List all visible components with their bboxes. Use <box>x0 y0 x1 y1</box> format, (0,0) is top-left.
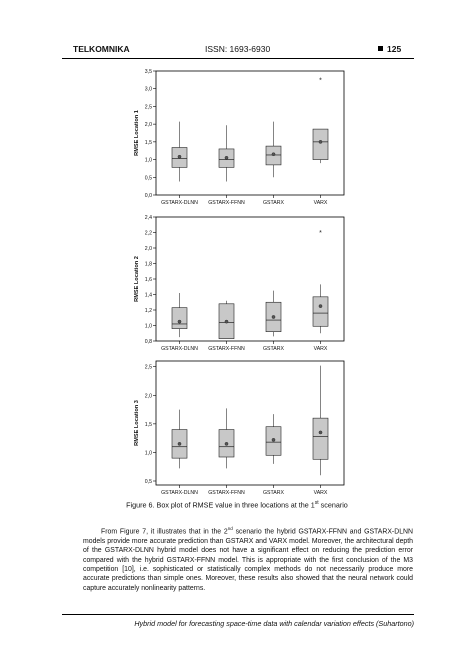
x-tick-label: VARX <box>314 200 328 206</box>
mean-marker <box>271 438 276 442</box>
mean-marker <box>318 304 323 308</box>
y-tick-label: 1,2 <box>145 308 152 314</box>
boxplot-location-2: 0,8 1,0 1,2 1,4 1,6 1,8 2,0 2,2 2,4 RMSE Location… <box>132 214 346 356</box>
chart-1-svg: 0,0 0,5 1,0 1,5 2,0 2,5 3,0 3,5 RMSE Location 1 G… <box>134 69 345 206</box>
page-number: 125 <box>387 44 402 54</box>
y-tick-label: 2,5 <box>145 365 152 371</box>
y-tick-label: 1,8 <box>145 262 152 268</box>
plot-frame <box>155 216 345 342</box>
header-rule <box>62 58 414 59</box>
y-tick-label: 0,8 <box>145 339 152 345</box>
x-tick-label: VARX <box>314 490 328 496</box>
plot-frame <box>155 70 345 196</box>
outlier-marker: * <box>319 230 322 237</box>
caption-text: Figure 6. Box plot of RMSE value in thre… <box>126 500 315 510</box>
journal-name: TELKOMNIKA <box>73 44 130 54</box>
x-tick-label: GSTARX <box>263 346 284 352</box>
page-number-block: 125 <box>378 44 401 54</box>
mean-marker <box>224 442 229 446</box>
paragraph-text-b: scenario the hybrid GSTARX-FFNN and GSTA… <box>83 528 413 592</box>
y-tick-label: 0,5 <box>145 479 152 485</box>
mean-marker <box>224 156 229 160</box>
box <box>312 296 329 327</box>
y-tick-label: 2,0 <box>145 246 152 252</box>
mean-marker <box>224 319 229 324</box>
mean-marker <box>271 315 276 319</box>
y-tick-label: 0,0 <box>145 193 152 199</box>
mean-marker <box>318 430 323 435</box>
x-tick-label: GSTARX-FFNN <box>208 200 245 206</box>
mean-marker <box>177 442 182 446</box>
y-tick-label: 1,0 <box>145 324 152 330</box>
x-tick-label: GSTARX-FFNN <box>208 346 245 352</box>
running-title: Hybrid model for forecasting space-time … <box>134 619 414 628</box>
y-tick-label: 0,5 <box>145 175 152 181</box>
x-tick-label: GSTARX-FFNN <box>208 490 245 496</box>
caption-sup: st <box>314 500 319 506</box>
y-tick-label: 1,0 <box>145 158 152 164</box>
x-tick-label: VARX <box>314 346 328 352</box>
y-axis-label: RMSE Location 3 <box>134 400 140 446</box>
y-tick-label: 2,0 <box>145 393 152 399</box>
y-axis-label: RMSE Location 1 <box>134 110 140 156</box>
y-tick-label: 1,6 <box>145 277 152 283</box>
chart-2-svg: 0,8 1,0 1,2 1,4 1,6 1,8 2,0 2,2 2,4 RMSE Location… <box>134 215 345 352</box>
paragraph-sup: nd <box>227 526 233 531</box>
y-tick-label: 2,0 <box>145 122 152 128</box>
y-tick-label: 1,5 <box>145 422 152 428</box>
y-tick-label: 1,4 <box>145 293 152 299</box>
x-tick-label: GSTARX-DLNN <box>161 200 198 206</box>
x-tick-label: GSTARX-DLNN <box>161 346 198 352</box>
box <box>312 417 329 460</box>
y-tick-label: 1,0 <box>145 450 152 456</box>
body-paragraph: From Figure 7, it illustrates that in th… <box>83 524 413 593</box>
mean-marker <box>318 140 323 144</box>
box <box>312 128 329 160</box>
y-tick-label: 2,4 <box>145 215 152 221</box>
y-tick-label: 2,5 <box>145 104 152 110</box>
issn: ISSN: 1693-6930 <box>205 44 271 54</box>
mean-marker <box>271 152 276 157</box>
square-bullet-icon <box>378 46 383 51</box>
x-tick-label: GSTARX <box>263 490 284 496</box>
y-tick-label: 3,0 <box>145 87 152 93</box>
boxplot-location-3: 0,5 1,0 1,5 2,0 2,5 RMSE Location 3 GSTARX-DLN… <box>132 358 346 500</box>
outlier-marker: * <box>319 77 322 84</box>
plot-frame <box>155 360 345 486</box>
boxplot-location-1: 0,0 0,5 1,0 1,5 2,0 2,5 3,0 3,5 RMSE Location 1 G… <box>132 68 346 210</box>
y-tick-label: 1,5 <box>145 140 152 146</box>
footer-rule <box>62 614 414 615</box>
x-tick-label: GSTARX-DLNN <box>161 490 198 496</box>
mean-marker <box>177 319 182 324</box>
figure-caption: Figure 6. Box plot of RMSE value in thre… <box>0 500 474 509</box>
x-tick-label: GSTARX <box>263 200 284 206</box>
caption-suffix: scenario <box>318 500 348 510</box>
box <box>171 307 188 329</box>
y-axis-label: RMSE Location 2 <box>134 256 140 302</box>
y-tick-label: 3,5 <box>145 69 152 75</box>
y-tick-label: 2,2 <box>145 231 152 237</box>
paragraph-text-a: From Figure 7, it illustrates that in th… <box>101 528 228 536</box>
mean-marker <box>177 154 182 159</box>
chart-3-svg: 0,5 1,0 1,5 2,0 2,5 RMSE Location 3 GSTARX-DLN… <box>134 360 345 496</box>
